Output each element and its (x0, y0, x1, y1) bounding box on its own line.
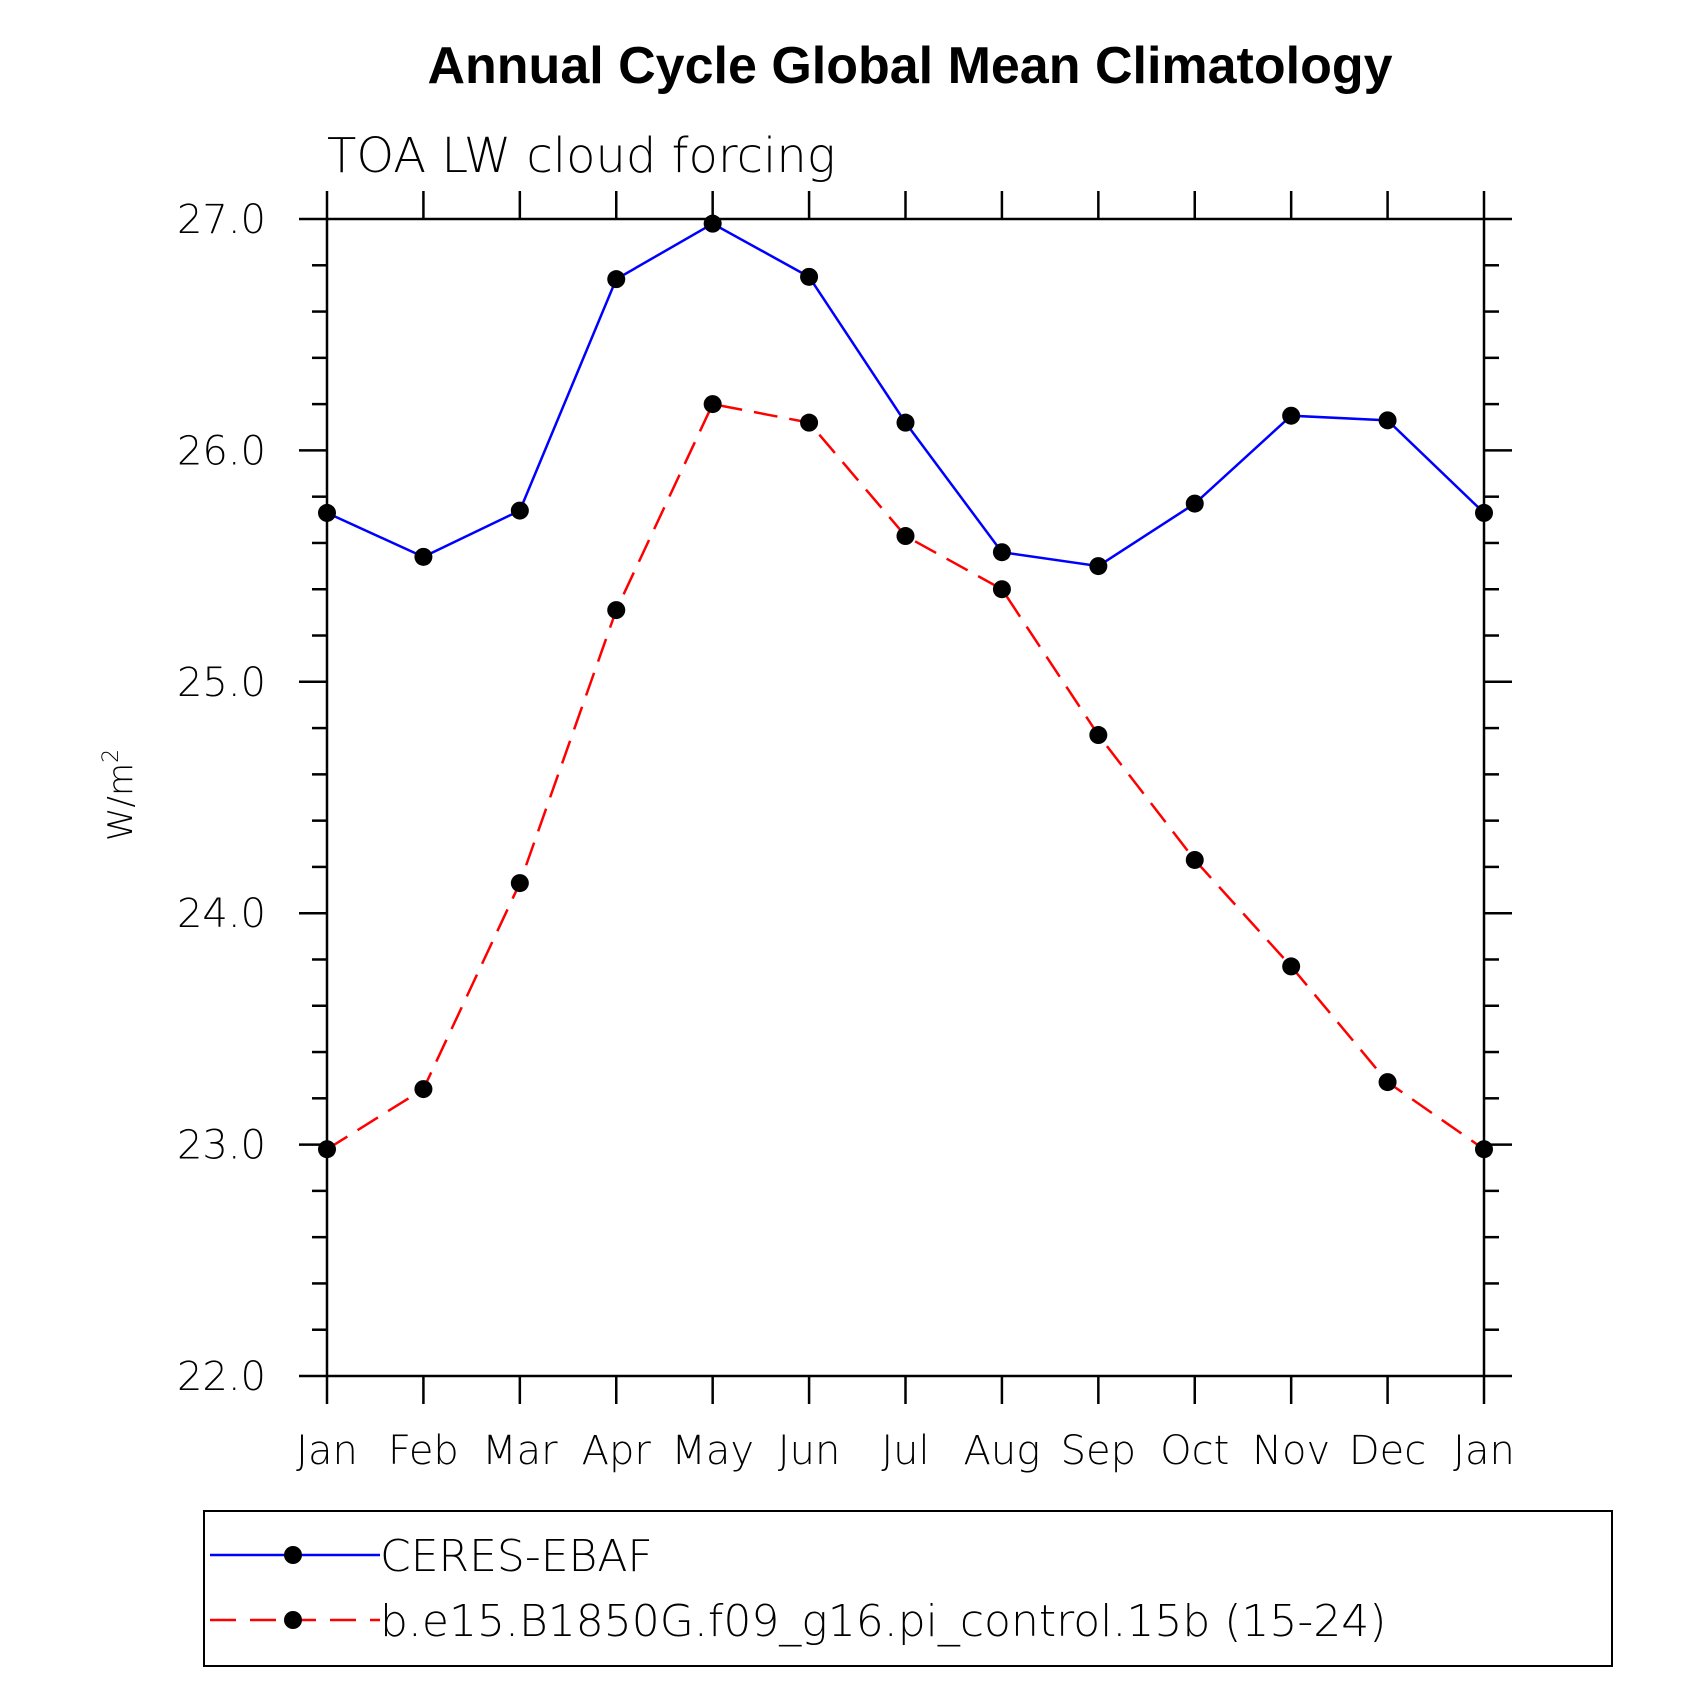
x-tick-label: Sep (1061, 1428, 1136, 1474)
series-1-point (1475, 503, 1493, 522)
chart-title: Annual Cycle Global Mean Climatology (427, 37, 1392, 95)
series-1-point (414, 547, 433, 566)
series-2-point (800, 413, 819, 432)
plot-frame (325, 217, 1486, 1378)
series-2-point (510, 874, 529, 893)
chart-subtitle: TOA LW cloud forcing (327, 128, 836, 184)
series-1-point (992, 543, 1011, 562)
series-1-point (318, 503, 336, 522)
series-1-point (510, 501, 529, 520)
series-2-point (414, 1080, 433, 1099)
legend-marker-1 (284, 1546, 302, 1564)
x-tick-label: Dec (1349, 1428, 1426, 1474)
x-tick-label: Feb (388, 1428, 459, 1474)
y-tick-label: 25.0 (177, 660, 266, 706)
y-axis-label-main: W/m (101, 763, 141, 841)
series-1-point (800, 267, 819, 286)
series-2-point (1475, 1140, 1493, 1159)
legend-marker-2 (284, 1611, 302, 1629)
series-2-point (992, 580, 1011, 599)
series-1-point (1089, 557, 1108, 576)
series-2-point (318, 1140, 336, 1159)
series-2-point (896, 527, 915, 546)
series-1-point (1185, 494, 1204, 513)
x-tick-label: Nov (1252, 1428, 1330, 1474)
series-2-point (607, 601, 626, 620)
series-2-point (1185, 850, 1204, 869)
y-tick-label: 22.0 (177, 1354, 266, 1400)
series-2-point (703, 395, 722, 414)
x-tick-label: Oct (1160, 1428, 1229, 1474)
y-axis-label-superscript: 2 (99, 749, 124, 763)
series-2-point (1089, 726, 1108, 745)
legend-label-2: b.e15.B1850G.f09_g16.pi_control.15b (15-… (380, 1596, 1386, 1647)
legend-box (203, 1510, 1613, 1667)
y-tick-label: 27.0 (177, 197, 266, 243)
y-tick-label: 26.0 (177, 428, 266, 474)
series-1-point (896, 413, 915, 432)
x-tick-label: Jan (1453, 1428, 1515, 1474)
series-line-1 (326, 222, 1485, 568)
y-tick-label: 24.0 (177, 891, 266, 937)
x-tick-label: Aug (964, 1428, 1041, 1474)
y-tick-label: 23.0 (177, 1123, 266, 1169)
x-tick-label: Apr (582, 1428, 652, 1474)
series-2-point (1378, 1073, 1397, 1092)
series-1-point (607, 270, 626, 289)
series-2-point (1282, 957, 1301, 976)
series-1-point (703, 214, 722, 233)
y-axis-label: W/m2 (99, 749, 141, 841)
x-tick-label: Jul (881, 1428, 929, 1474)
x-tick-label: Mar (482, 1428, 558, 1474)
series-1-point (1378, 411, 1397, 430)
x-tick-label: Jan (296, 1428, 358, 1474)
plot-area: Jan Feb Mar Apr May Jun Jul Aug Sep Oct Nov Dec Jan 2… (177, 191, 1515, 1474)
series-1-point (1282, 406, 1301, 425)
x-tick-label: Jun (778, 1428, 841, 1474)
legend-label-1: CERES-EBAF (380, 1531, 653, 1582)
series-line-2 (326, 402, 1485, 1151)
x-tick-label: May (671, 1428, 754, 1474)
legend: CERES-EBAF b.e15.B1850G.f09_g16.pi_contro… (203, 1510, 1613, 1667)
